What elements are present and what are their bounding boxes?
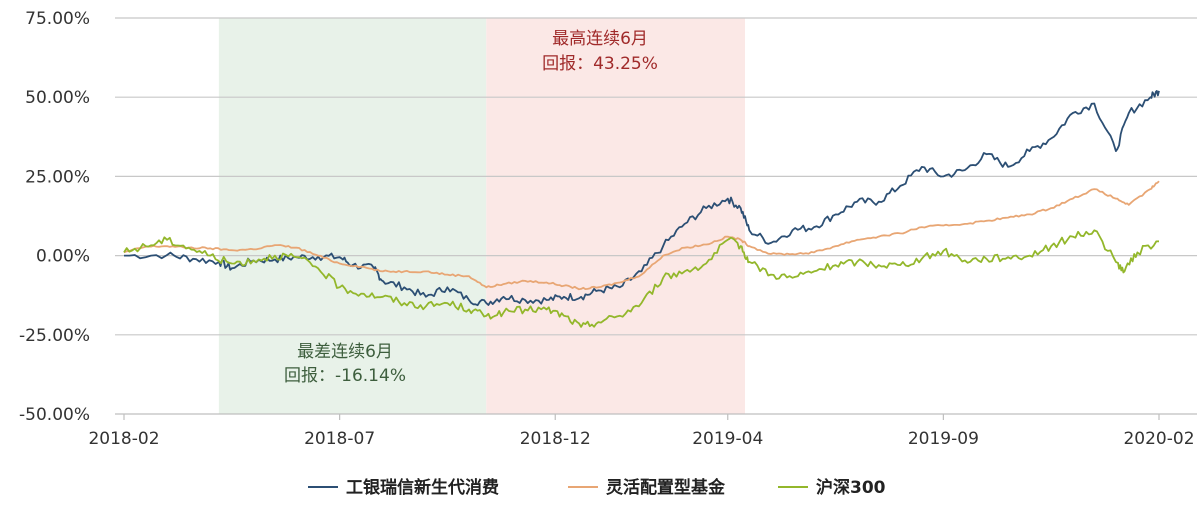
band-0 — [218, 18, 487, 414]
x-tick-label: 2020-02 — [1123, 429, 1194, 449]
series-lines — [123, 90, 1160, 328]
legend-label: 灵活配置型基金 — [606, 477, 726, 498]
legend: 工银瑞信新生代消费 灵活配置型基金 沪深300 — [308, 477, 886, 498]
y-tick-label: 75.00% — [25, 9, 90, 29]
y-tick-label: 50.00% — [25, 88, 90, 108]
band-label-value: 回报：-16.14% — [284, 366, 406, 386]
series-line-0 — [124, 90, 1160, 307]
series-line-2 — [123, 229, 1160, 328]
x-tick-label: 2019-04 — [692, 429, 763, 449]
legend-label: 沪深300 — [816, 477, 886, 498]
legend-label: 工银瑞信新生代消费 — [346, 477, 499, 498]
band-label-title: 最差连续6月 — [297, 342, 393, 362]
series-line-1 — [123, 180, 1160, 291]
x-tick-label: 2018-12 — [520, 429, 591, 449]
band-label-title: 最高连续6月 — [552, 29, 648, 49]
y-axis-ticks: 75.00% 50.00% 25.00% 0.00% -25.00% -50.00% — [19, 9, 90, 425]
x-tick-label: 2019-09 — [908, 429, 979, 449]
band-1 — [486, 18, 745, 414]
x-tick-label: 2018-02 — [88, 429, 159, 449]
y-tick-label: 0.00% — [36, 247, 90, 267]
y-tick-label: -50.00% — [19, 405, 90, 425]
y-tick-label: 25.00% — [25, 167, 90, 187]
x-axis: 2018-02 2018-07 2018-12 2019-04 2019-09 2020-… — [88, 413, 1197, 449]
highlight-bands — [218, 18, 745, 414]
band-label-value: 回报：43.25% — [542, 54, 658, 74]
x-tick-label: 2018-07 — [304, 429, 375, 449]
y-tick-label: -25.00% — [19, 326, 90, 346]
